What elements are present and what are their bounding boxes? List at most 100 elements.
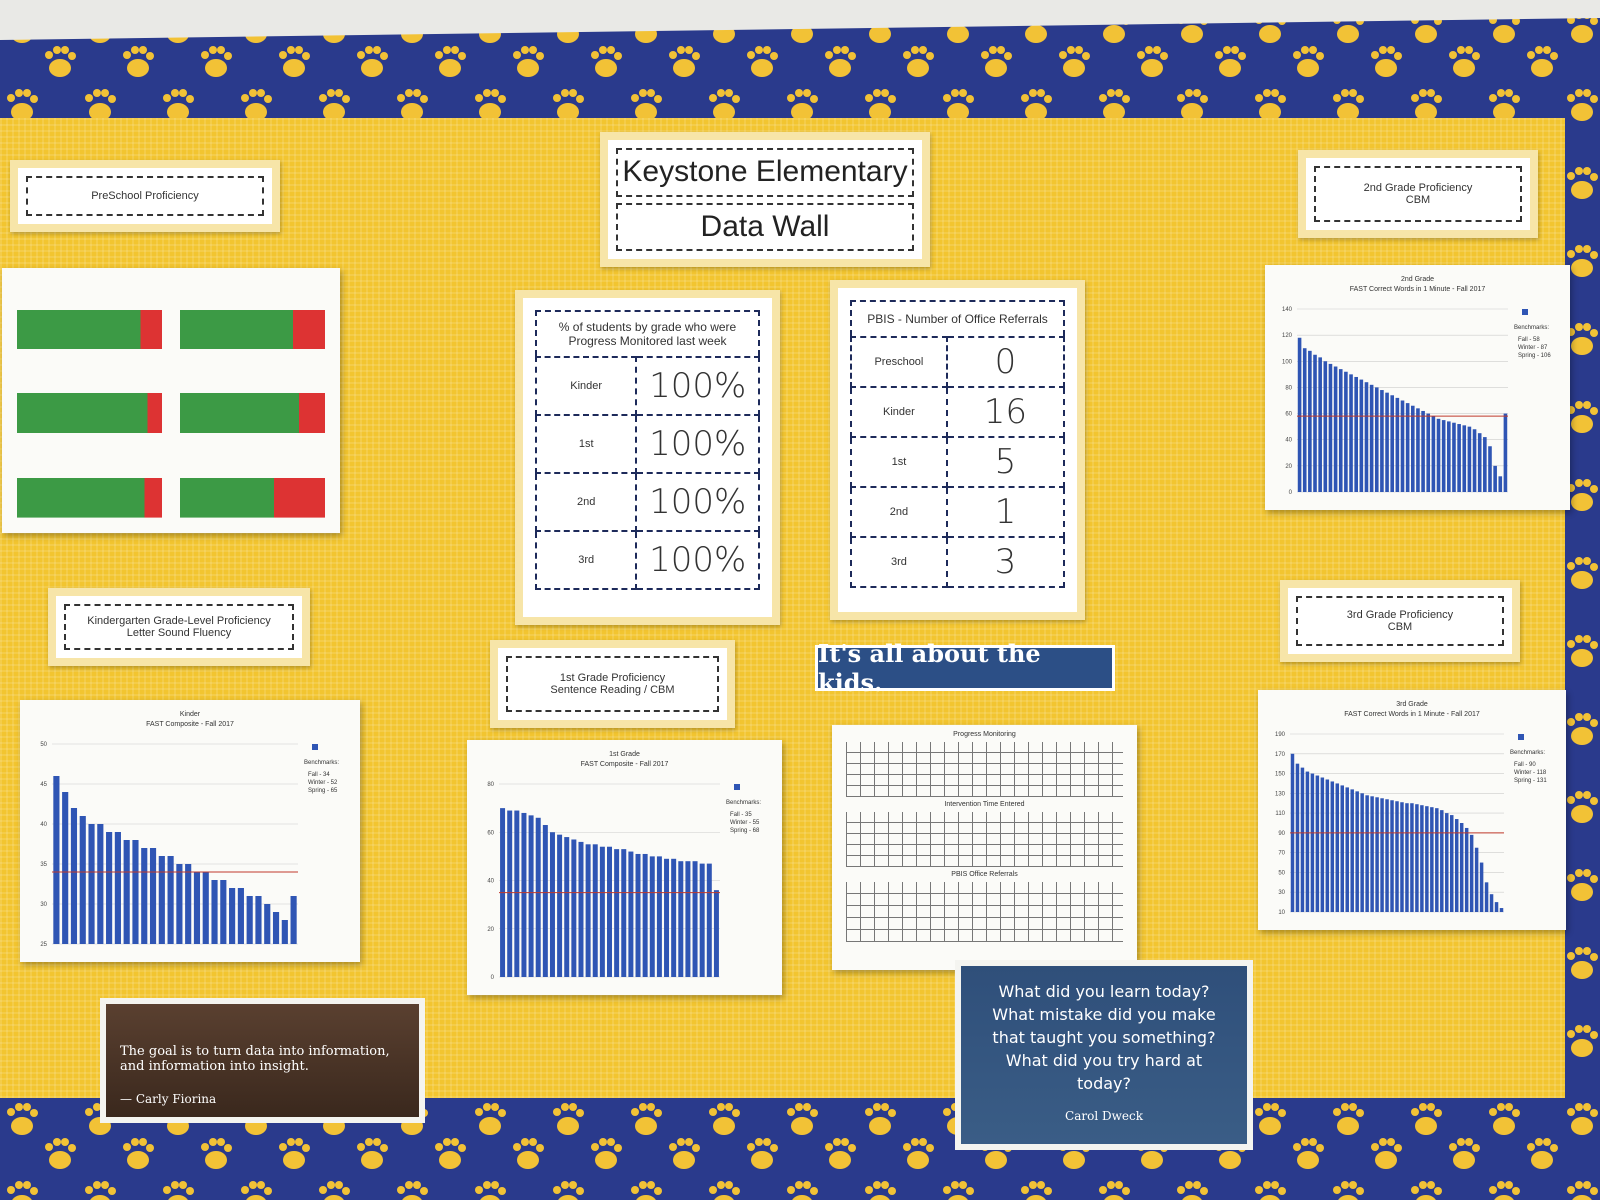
benchmark-label: Winter - 118 [1514, 770, 1547, 776]
bar [607, 846, 612, 977]
bar [628, 851, 634, 977]
bar [1472, 429, 1477, 492]
y-tick-label: 100 [1282, 359, 1293, 365]
y-tick-label: 25 [40, 942, 47, 948]
bar [53, 776, 60, 944]
bar [1364, 382, 1369, 492]
y-tick-label: 10 [1278, 910, 1285, 916]
bar [264, 904, 271, 944]
table-row: 1st 5 [850, 436, 1066, 488]
chart-title: FAST Correct Words in 1 Minute - Fall 20… [1344, 711, 1480, 718]
bar [229, 888, 236, 944]
bar [1350, 789, 1354, 912]
bar [671, 858, 677, 977]
value-cell: 100% [635, 472, 760, 532]
legend-title: Benchmarks: [1514, 325, 1549, 331]
bar [79, 816, 86, 944]
bar [1430, 807, 1434, 912]
bar [211, 880, 218, 944]
bar [220, 880, 227, 944]
bar [1355, 791, 1359, 912]
bar [1405, 403, 1410, 492]
bar [1305, 771, 1310, 912]
section-title: Progress Monitoring [953, 731, 1016, 738]
chart-title: 2nd Grade [1401, 276, 1434, 283]
table-row: 1st 100% [534, 414, 760, 474]
chart-title: Kinder [180, 711, 201, 718]
y-tick-label: 30 [40, 902, 47, 908]
title-card: Keystone Elementary Data Wall [600, 132, 930, 267]
bar [1374, 387, 1379, 492]
y-tick-label: 60 [1285, 412, 1292, 418]
grade-cell: Preschool [850, 336, 948, 388]
y-tick-label: 150 [1275, 772, 1286, 778]
bar [70, 808, 78, 944]
value-cell: 100% [635, 530, 760, 590]
grade-cell: 1st [850, 436, 948, 488]
y-tick-label: 50 [40, 742, 47, 748]
value-cell: 100% [635, 414, 760, 474]
bar [592, 844, 598, 977]
label: CBM [1387, 621, 1413, 633]
legend-swatch [734, 784, 740, 790]
bar [1450, 815, 1454, 912]
bar [656, 856, 662, 977]
label: 2nd Grade Proficiency [1363, 182, 1473, 194]
subtitle: Data Wall [616, 202, 914, 251]
quote-right: What did you learn today? What mistake d… [955, 960, 1253, 1150]
chart-title: 3rd Grade [1396, 701, 1428, 708]
bar [1420, 805, 1424, 912]
monitoring-sheet: Progress Monitoring Intervention Time En… [832, 725, 1137, 970]
y-tick-label: 40 [1285, 438, 1292, 444]
legend-swatch [1522, 309, 1528, 315]
table-row: 2nd 100% [534, 472, 760, 532]
bar [678, 861, 684, 977]
bar [578, 841, 584, 977]
benchmark-label: Winter - 87 [1518, 345, 1548, 351]
bar [167, 856, 174, 944]
table-row: 3rd 3 [850, 536, 1066, 588]
section-title: PBIS Office Referrals [951, 871, 1018, 878]
bar [649, 856, 655, 977]
benchmark-label: Spring - 65 [308, 788, 338, 794]
chart-paper: 2nd Grade FAST Correct Words in 1 Minute … [1265, 265, 1570, 510]
bar [62, 792, 69, 944]
bar [237, 888, 244, 944]
table-row: 3rd 100% [534, 530, 760, 590]
y-tick-label: 40 [487, 879, 494, 885]
bar [1380, 390, 1384, 492]
bar [1440, 810, 1444, 912]
benchmark-label: Winter - 52 [308, 780, 338, 786]
chart: Kinder FAST Composite - Fall 2017 25 30 35 40… [40, 711, 339, 948]
bar [88, 824, 95, 944]
bar [1498, 476, 1503, 492]
bar [557, 834, 563, 977]
quote-text: What did you learn today? What mistake d… [992, 982, 1216, 1093]
title: Keystone Elementary [616, 148, 914, 197]
bar [97, 824, 104, 944]
bar [1369, 384, 1374, 492]
value-cell: 5 [945, 436, 1066, 488]
y-tick-label: 80 [487, 782, 494, 788]
bar [114, 832, 121, 944]
bar [1328, 363, 1333, 492]
bar [1335, 783, 1340, 912]
grade-cell: 3rd [850, 536, 948, 588]
label-card: Kindergarten Grade-Level Proficiency Lett… [48, 588, 310, 666]
bar [1349, 374, 1353, 492]
bar [1320, 777, 1325, 912]
table-row: 2nd 1 [850, 486, 1066, 538]
label: Kindergarten Grade-Level Proficiency [87, 615, 271, 627]
table-row: Kinder 100% [534, 356, 760, 416]
label-card: 1st Grade Proficiency Sentence Reading / … [490, 640, 735, 728]
y-tick-label: 20 [487, 927, 494, 933]
bar [1302, 348, 1307, 492]
legend-title: Benchmarks: [1510, 750, 1545, 756]
bar [1380, 798, 1384, 912]
bar [1479, 862, 1484, 912]
y-tick-label: 60 [487, 830, 494, 836]
y-tick-label: 0 [491, 975, 495, 981]
label: CBM [1405, 194, 1431, 206]
bar [1318, 357, 1322, 492]
bar [149, 848, 157, 944]
